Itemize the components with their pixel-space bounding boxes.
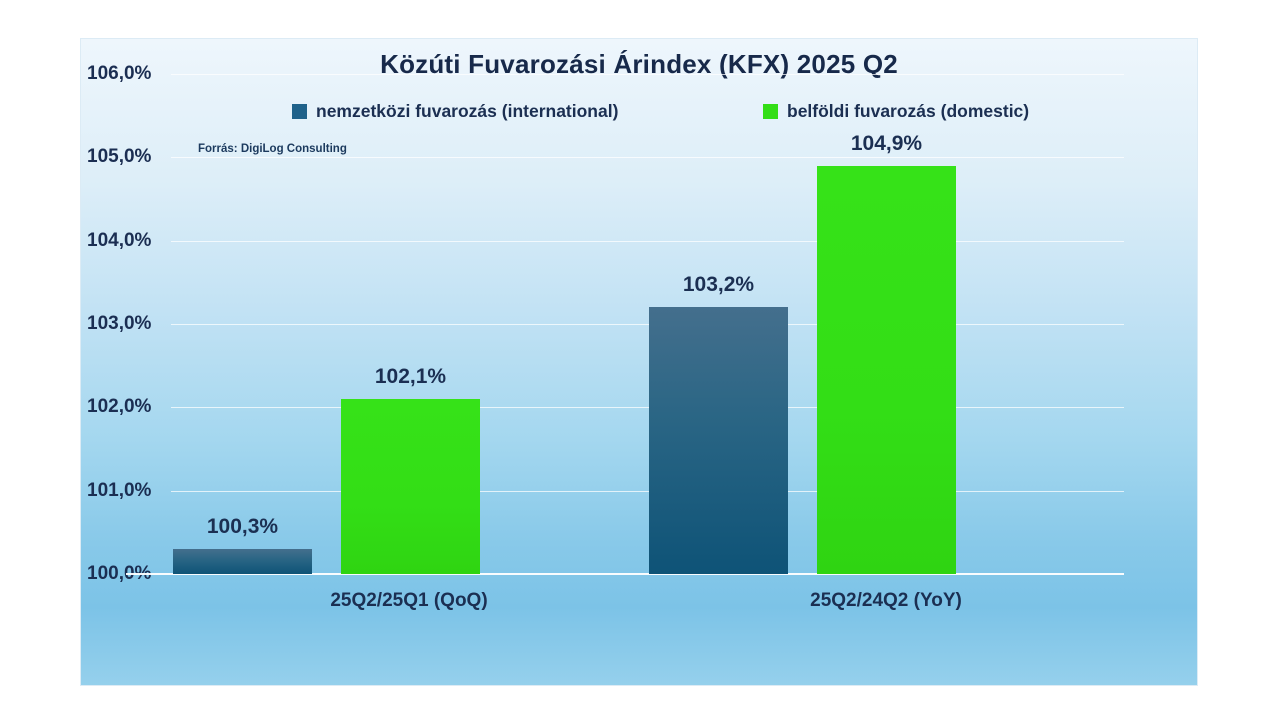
gridline [171, 157, 1124, 159]
legend-label-domestic: belföldi fuvarozás (domestic) [787, 101, 1030, 121]
x-axis-label-yoy: 25Q2/24Q2 (YoY) [810, 590, 962, 611]
y-axis-tick-label: 101,0% [87, 479, 152, 501]
legend-item-international: nemzetközi fuvarozás (international) [292, 101, 618, 122]
legend-marker-domestic-icon [763, 104, 778, 119]
data-label: 100,3% [206, 515, 279, 538]
y-axis-tick-label: 103,0% [87, 313, 152, 334]
y-axis-tick-label: 106,0% [87, 63, 152, 84]
gridline [171, 407, 1124, 409]
data-label: 102,1% [374, 365, 447, 388]
gridline [171, 240, 1124, 242]
bar-domestic-yoy [817, 165, 956, 574]
gridline [171, 324, 1124, 325]
y-axis-tick-label: 105,0% [87, 146, 152, 168]
chart-title: Közúti Fuvarozási Árindex (KFX) 2025 Q2 [380, 49, 898, 79]
y-axis-tick-label: 104,0% [87, 229, 152, 251]
source-note: Forrás: DigiLog Consulting [198, 143, 347, 155]
bar-international-yoy [649, 307, 788, 574]
gridline [171, 74, 1124, 75]
legend-item-domestic: belföldi fuvarozás (domestic) [763, 101, 1029, 122]
chart-area: Közúti Fuvarozási Árindex (KFX) 2025 Q2 … [80, 38, 1198, 686]
x-axis-label-qoq: 25Q2/25Q1 (QoQ) [330, 590, 488, 611]
y-axis-tick-label: 102,0% [87, 396, 152, 418]
bar-domestic-qoq [341, 399, 480, 574]
legend-label-international: nemzetközi fuvarozás (international) [316, 101, 619, 121]
x-axis-line [126, 573, 1124, 575]
gridline [171, 490, 1124, 492]
data-label: 104,9% [850, 131, 923, 155]
y-axis-tick-label: 100,0% [87, 563, 152, 584]
bar-international-qoq [173, 549, 312, 574]
legend-marker-international-icon [292, 104, 307, 119]
data-label: 103,2% [682, 273, 755, 297]
